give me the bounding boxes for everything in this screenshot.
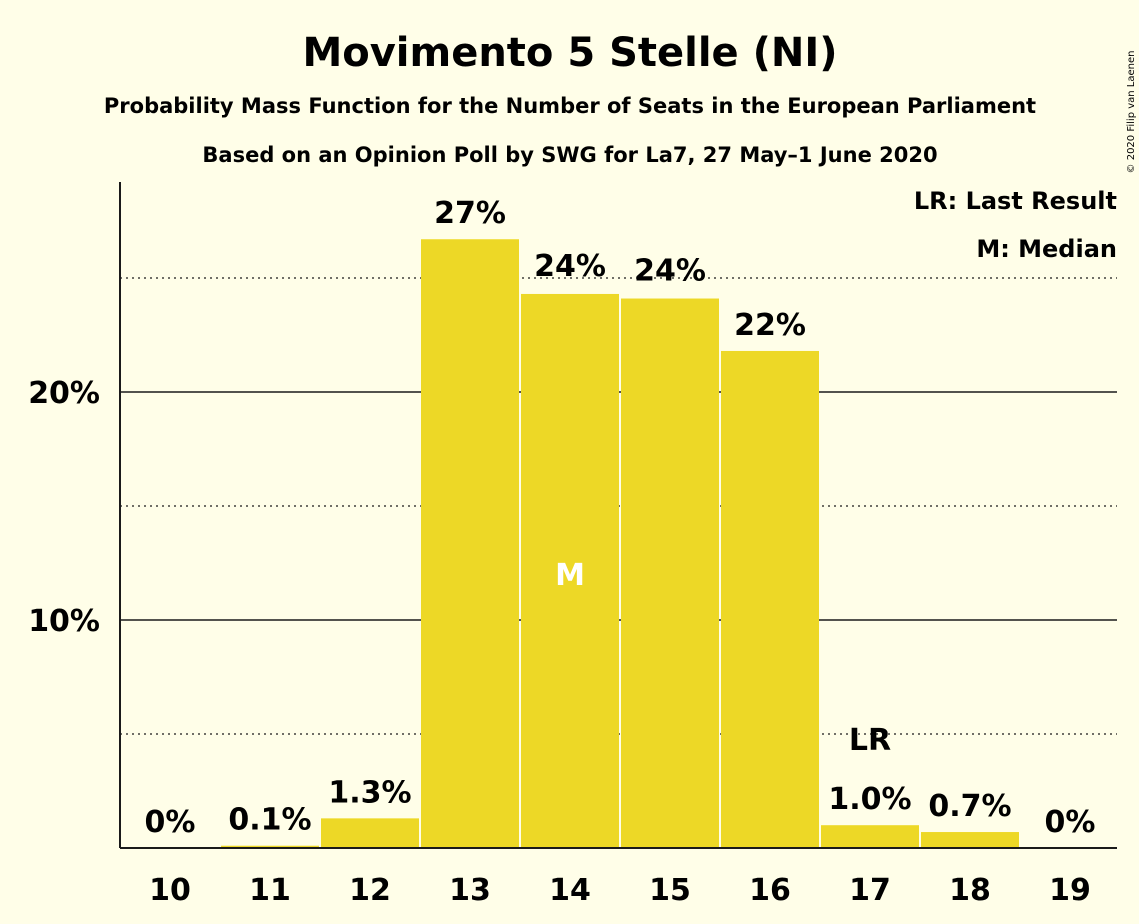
chart-subtitle: Probability Mass Function for the Number… <box>104 94 1036 118</box>
x-tick-label: 15 <box>649 873 691 908</box>
value-label: 1.0% <box>828 782 911 817</box>
y-tick-label: 10% <box>28 604 100 639</box>
x-tick-label: 10 <box>149 873 191 908</box>
value-label: 0.7% <box>928 789 1011 824</box>
x-tick-label: 17 <box>849 873 891 908</box>
value-label: 1.3% <box>328 775 411 810</box>
value-label: 0% <box>145 805 196 840</box>
value-label: 27% <box>434 196 506 231</box>
value-label: 24% <box>534 249 606 284</box>
bar <box>621 298 719 848</box>
chart-title: Movimento 5 Stelle (NI) <box>302 30 837 76</box>
copyright-notice: © 2020 Filip van Laenen <box>1126 51 1137 174</box>
bar <box>921 832 1019 848</box>
x-tick-label: 12 <box>349 873 391 908</box>
axes: 10% 20% <box>28 182 1117 849</box>
x-tick-label: 11 <box>249 873 291 908</box>
x-tick-label: 13 <box>449 873 491 908</box>
value-label: 0% <box>1045 805 1096 840</box>
bar <box>221 845 319 848</box>
last-result-marker: LR <box>849 723 891 758</box>
x-tick-label: 16 <box>749 873 791 908</box>
median-marker: M <box>555 558 585 593</box>
bar <box>421 239 519 849</box>
bar <box>821 825 919 848</box>
value-label: 0.1% <box>228 803 311 838</box>
value-label: 24% <box>634 254 706 289</box>
y-tick-label: 20% <box>28 376 100 411</box>
x-tick-label: 19 <box>1049 873 1091 908</box>
labels: 0% 10 0.1% 11 1.3% 12 27% 13 24% 14 M 24% 15 22% 16 1.0… <box>145 196 1096 908</box>
bar <box>721 350 819 848</box>
x-tick-label: 18 <box>949 873 991 908</box>
legend-last-result: LR: Last Result <box>914 187 1117 215</box>
legend-median: M: Median <box>976 235 1117 263</box>
value-label: 22% <box>734 308 806 343</box>
bar <box>321 818 419 848</box>
chart-subtitle-source: Based on an Opinion Poll by SWG for La7,… <box>202 143 937 167</box>
bar <box>521 293 619 849</box>
bars <box>221 239 1019 849</box>
x-tick-label: 14 <box>549 873 591 908</box>
